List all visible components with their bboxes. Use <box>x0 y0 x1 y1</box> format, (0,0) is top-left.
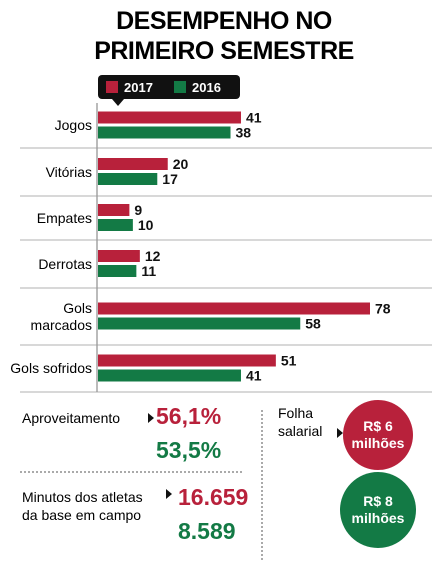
stat-value: 8.589 <box>178 518 236 544</box>
category-label: Derrotas <box>38 255 92 272</box>
category-label: Jogos <box>54 117 92 133</box>
value-label: 17 <box>162 171 178 187</box>
legend-label: 2016 <box>192 80 221 95</box>
value-label: 41 <box>246 110 262 126</box>
legend-swatch <box>174 81 186 93</box>
bar <box>98 302 370 315</box>
bar <box>98 250 140 262</box>
value-label: 9 <box>134 202 142 218</box>
salary-value: R$ 6 milhões <box>351 418 405 451</box>
bar <box>98 369 241 382</box>
stat-value: 56,1% <box>156 403 222 429</box>
bar <box>98 126 231 139</box>
value-label: 51 <box>281 353 297 369</box>
category-label: Empates <box>36 209 92 226</box>
salary-circle <box>340 472 416 548</box>
bar <box>98 111 241 124</box>
pointer <box>337 428 343 438</box>
bar <box>98 317 301 330</box>
pointer <box>166 489 172 499</box>
legend-box <box>98 75 240 99</box>
stat-label: Minutos dos atletas da base em campo <box>22 489 143 523</box>
value-label: 20 <box>173 156 189 172</box>
legend-swatch <box>106 81 118 93</box>
bar <box>98 204 130 216</box>
stat-label: Folha salarial <box>278 405 323 439</box>
category-label: Gols marcados <box>30 299 92 333</box>
value-label: 12 <box>145 248 161 264</box>
bar <box>98 265 137 277</box>
value-label: 38 <box>236 125 252 141</box>
stat-label: Aproveitamento <box>22 410 121 426</box>
legend-label: 2017 <box>124 80 153 95</box>
category-label: Gols sofridos <box>10 360 92 376</box>
salary-circle <box>343 400 413 470</box>
category-label: Vitórias <box>45 163 92 180</box>
value-label: 78 <box>375 301 391 317</box>
chart-title: DESEMPENHO NO PRIMEIRO SEMESTRE <box>94 7 354 65</box>
stat-value: 53,5% <box>156 437 222 463</box>
legend-pointer <box>112 99 124 106</box>
value-label: 10 <box>138 217 154 233</box>
value-label: 41 <box>246 368 262 384</box>
bar <box>98 173 158 185</box>
bar <box>98 354 276 367</box>
bar <box>98 158 168 170</box>
stat-value: 16.659 <box>178 484 249 510</box>
value-label: 11 <box>141 263 156 279</box>
bar <box>98 219 133 231</box>
pointer <box>148 413 154 423</box>
value-label: 58 <box>305 316 321 332</box>
salary-value: R$ 8 milhões <box>351 493 405 526</box>
